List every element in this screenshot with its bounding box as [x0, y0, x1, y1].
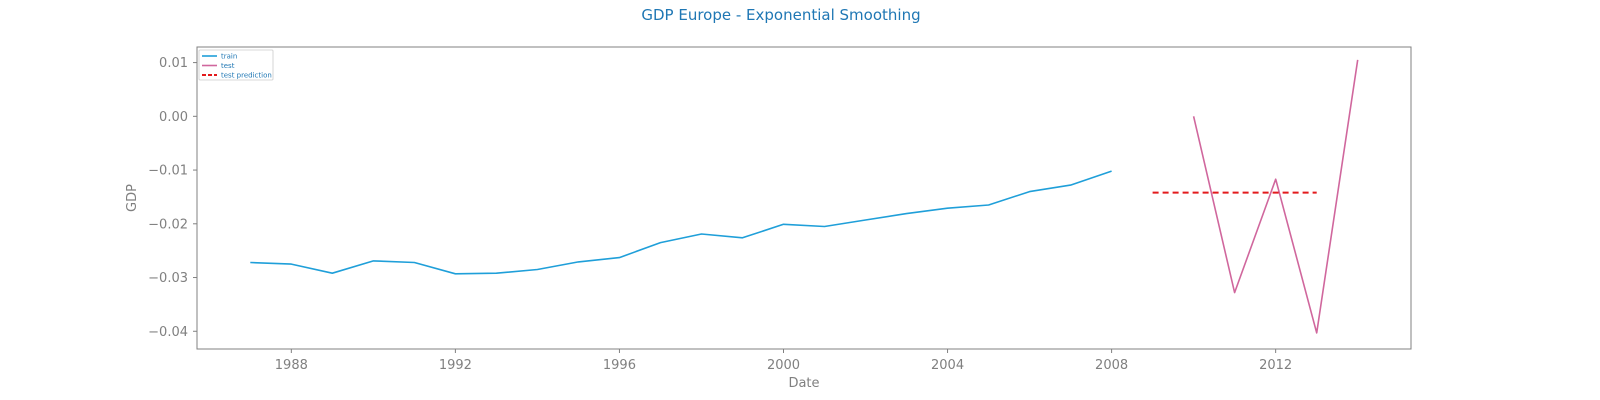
x-tick-label: 1996	[603, 358, 636, 373]
series-line-train	[250, 170, 1112, 275]
x-tick-label: 1988	[275, 358, 308, 373]
legend-label: train	[221, 53, 237, 61]
y-tick-label: −0.02	[148, 217, 188, 232]
series-line-test	[1192, 59, 1359, 334]
x-tick-label: 2004	[931, 358, 964, 373]
y-axis-label: GDP	[125, 184, 140, 212]
y-tick-label: −0.03	[148, 271, 188, 286]
legend-box	[198, 49, 274, 81]
x-axis-label: Date	[788, 376, 819, 391]
y-tick-label: 0.01	[159, 56, 188, 71]
y-tick-label: −0.04	[148, 325, 188, 340]
y-axis-ticks: 0.01 0.00 −0.01 −0.02 −0.03 −0.04	[148, 56, 197, 340]
y-tick-label: −0.01	[148, 164, 188, 179]
legend-label: test	[221, 62, 235, 70]
chart-title: GDP Europe - Exponential Smoothing	[641, 6, 920, 24]
x-tick-label: 2000	[767, 358, 800, 373]
series-layer	[250, 59, 1359, 334]
x-axis-ticks: 1988 1992 1996 2000 2004 2008 2012	[275, 349, 1292, 373]
plot-area	[196, 46, 1412, 350]
x-tick-label: 1992	[439, 358, 472, 373]
y-tick-label: 0.00	[159, 110, 188, 125]
legend-label: test prediction	[221, 72, 272, 80]
x-tick-label: 2008	[1095, 358, 1128, 373]
x-tick-label: 2012	[1259, 358, 1292, 373]
